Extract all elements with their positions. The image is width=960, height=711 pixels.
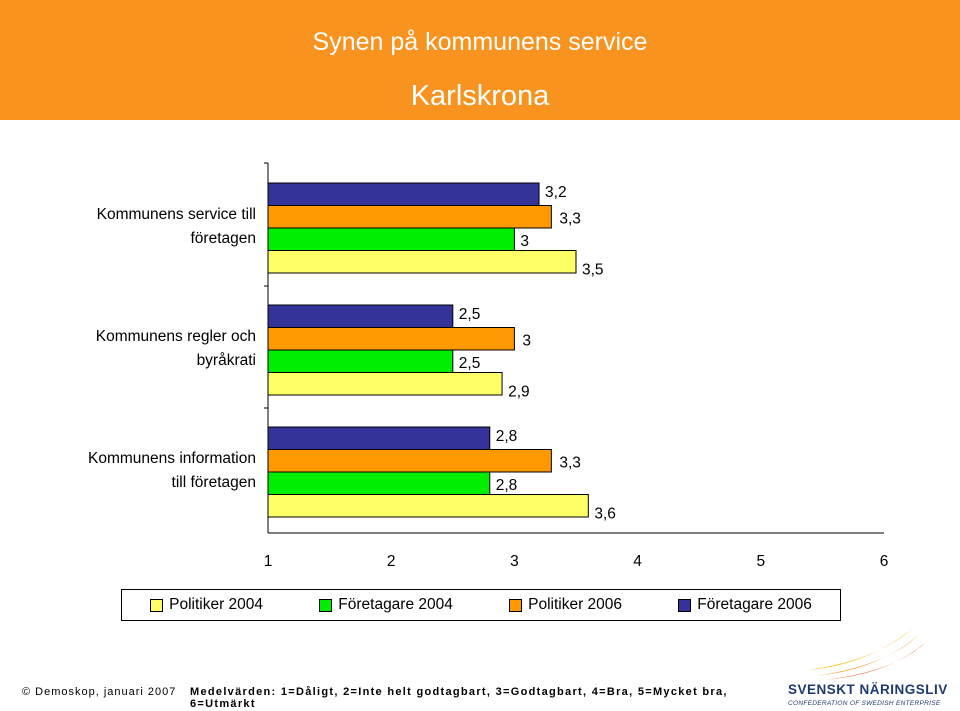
data-label-0-2: 2,8: [496, 428, 518, 445]
data-label-3-2: 3,6: [594, 506, 616, 523]
x-tick-label-3: 3: [510, 553, 519, 570]
category-label-0-0: Kommunens service till: [97, 206, 256, 223]
bar-3-2: [267, 494, 589, 518]
logo-tagline: CONFEDERATION OF SWEDISH ENTERPRISE: [788, 700, 941, 707]
scale-note: Medelvärden: 1=Dåligt, 2=Inte helt godta…: [190, 686, 728, 710]
copyright-text: © Demoskop, januari 2007: [22, 686, 177, 698]
category-label-2-1: till företagen: [172, 474, 256, 491]
data-label-0-0: 3,2: [545, 184, 567, 201]
chart-legend: Politiker 2004 Företagare 2004 Politiker 2…: [121, 589, 841, 621]
data-label-2-2: 2,8: [496, 477, 518, 494]
data-label-0-1: 2,5: [459, 306, 481, 323]
chart-subtitle: Karlskrona: [410, 80, 550, 112]
legend-label-3: Företagare 2006: [697, 596, 812, 613]
x-tick-label-6: 6: [880, 553, 889, 570]
legend-item-0: Politiker 2004: [150, 596, 263, 614]
bar-3-1: [267, 372, 503, 396]
svenskt-naringsliv-logo: SVENSKT NÄRINGSLIV CONFEDERATION OF SWED…: [788, 620, 948, 710]
bar-1-2: [267, 449, 552, 473]
bar-3-0: [267, 250, 577, 274]
bar-0-0: [267, 182, 540, 206]
category-label-1-1: byråkrati: [197, 352, 256, 369]
x-tick-label-5: 5: [756, 553, 765, 570]
chart-title: Synen på kommunens service: [312, 28, 648, 56]
logo-name: SVENSKT NÄRINGSLIV: [788, 682, 948, 697]
bar-1-1: [267, 327, 515, 351]
data-label-3-0: 3,5: [582, 262, 604, 279]
legend-swatch-3: [678, 598, 692, 612]
data-label-1-0: 3,3: [559, 211, 581, 228]
bar-2-2: [267, 471, 491, 495]
legend-item-2: Politiker 2006: [509, 596, 622, 614]
legend-swatch-1: [319, 598, 333, 612]
bar-0-1: [267, 304, 454, 328]
legend-item-1: Företagare 2004: [319, 596, 453, 614]
bar-2-1: [267, 349, 454, 373]
bar-1-0: [267, 205, 552, 229]
legend-item-3: Företagare 2006: [678, 596, 812, 614]
data-label-1-1: 3: [522, 333, 531, 350]
legend-label-0: Politiker 2004: [169, 596, 264, 613]
bar-2-0: [267, 227, 515, 251]
swoosh-logo-icon: [808, 628, 926, 680]
data-label-2-0: 3: [520, 233, 529, 250]
x-tick-label-2: 2: [387, 553, 396, 570]
data-label-2-1: 2,5: [459, 355, 481, 372]
legend-label-2: Politiker 2006: [528, 596, 623, 613]
data-label-3-1: 2,9: [508, 384, 530, 401]
legend-swatch-0: [150, 598, 164, 612]
category-label-0-1: företagen: [191, 230, 257, 247]
x-tick-label-4: 4: [633, 553, 642, 570]
category-label-1-0: Kommunens regler och: [96, 328, 256, 345]
legend-label-1: Företagare 2004: [338, 596, 453, 613]
title-banner: Synen på kommunens service Karlskrona: [0, 0, 960, 120]
bar-chart: 1 2 3 4 5 6 Kommunens service till företagen Kom…: [88, 162, 889, 570]
data-label-1-2: 3,3: [559, 455, 581, 472]
category-label-2-0: Kommunens information: [88, 450, 256, 467]
legend-swatch-2: [509, 598, 523, 612]
x-tick-label-1: 1: [264, 553, 273, 570]
bar-0-2: [267, 426, 491, 450]
